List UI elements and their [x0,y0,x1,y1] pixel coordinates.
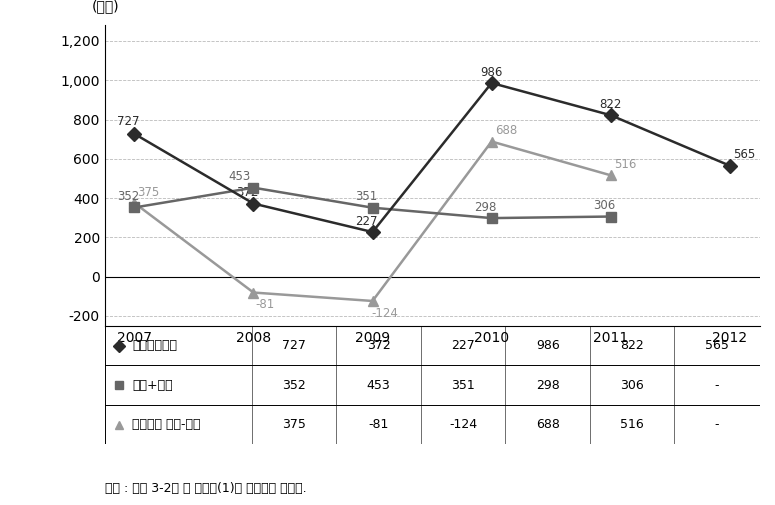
Text: 375: 375 [282,418,306,431]
Text: 352: 352 [282,379,306,391]
Text: 453: 453 [367,379,391,391]
Text: 372: 372 [236,186,259,199]
Text: -81: -81 [256,298,275,312]
Text: 986: 986 [536,339,560,352]
Text: -124: -124 [449,418,477,431]
Text: 227: 227 [451,339,475,352]
Text: 창업+소멸: 창업+소멸 [132,379,173,391]
Text: -: - [715,379,719,391]
Text: 516: 516 [614,158,636,171]
Text: 516: 516 [620,418,644,431]
Text: 453: 453 [228,170,250,183]
Text: 727: 727 [282,339,306,352]
Text: 298: 298 [536,379,560,391]
Text: -81: -81 [368,418,389,431]
Text: 565: 565 [733,148,755,162]
Text: -: - [715,418,719,431]
Text: 352: 352 [117,190,140,203]
Text: 688: 688 [536,418,560,431]
Text: 298: 298 [474,201,497,214]
Text: 227: 227 [355,215,378,228]
Text: 306: 306 [594,199,616,212]
Text: 자료 : 〈표 3-2〉 및 측정식(1)에 근거하여 작성함.: 자료 : 〈표 3-2〉 및 측정식(1)에 근거하여 작성함. [105,482,306,495]
Text: -124: -124 [371,307,398,320]
Text: 351: 351 [356,190,377,204]
Text: 351: 351 [451,379,475,391]
Text: 신규고용창출: 신규고용창출 [132,339,177,352]
Text: 372: 372 [367,339,391,352]
Text: 306: 306 [620,379,644,391]
Text: (천명): (천명) [91,0,119,13]
Text: 822: 822 [600,98,622,111]
Text: 기존기업 성장-축소: 기존기업 성장-축소 [132,418,201,431]
Text: 727: 727 [117,115,140,128]
Text: 565: 565 [705,339,728,352]
Text: 822: 822 [620,339,644,352]
Text: 986: 986 [480,66,503,79]
Text: 688: 688 [494,124,517,137]
Text: 375: 375 [137,186,160,198]
